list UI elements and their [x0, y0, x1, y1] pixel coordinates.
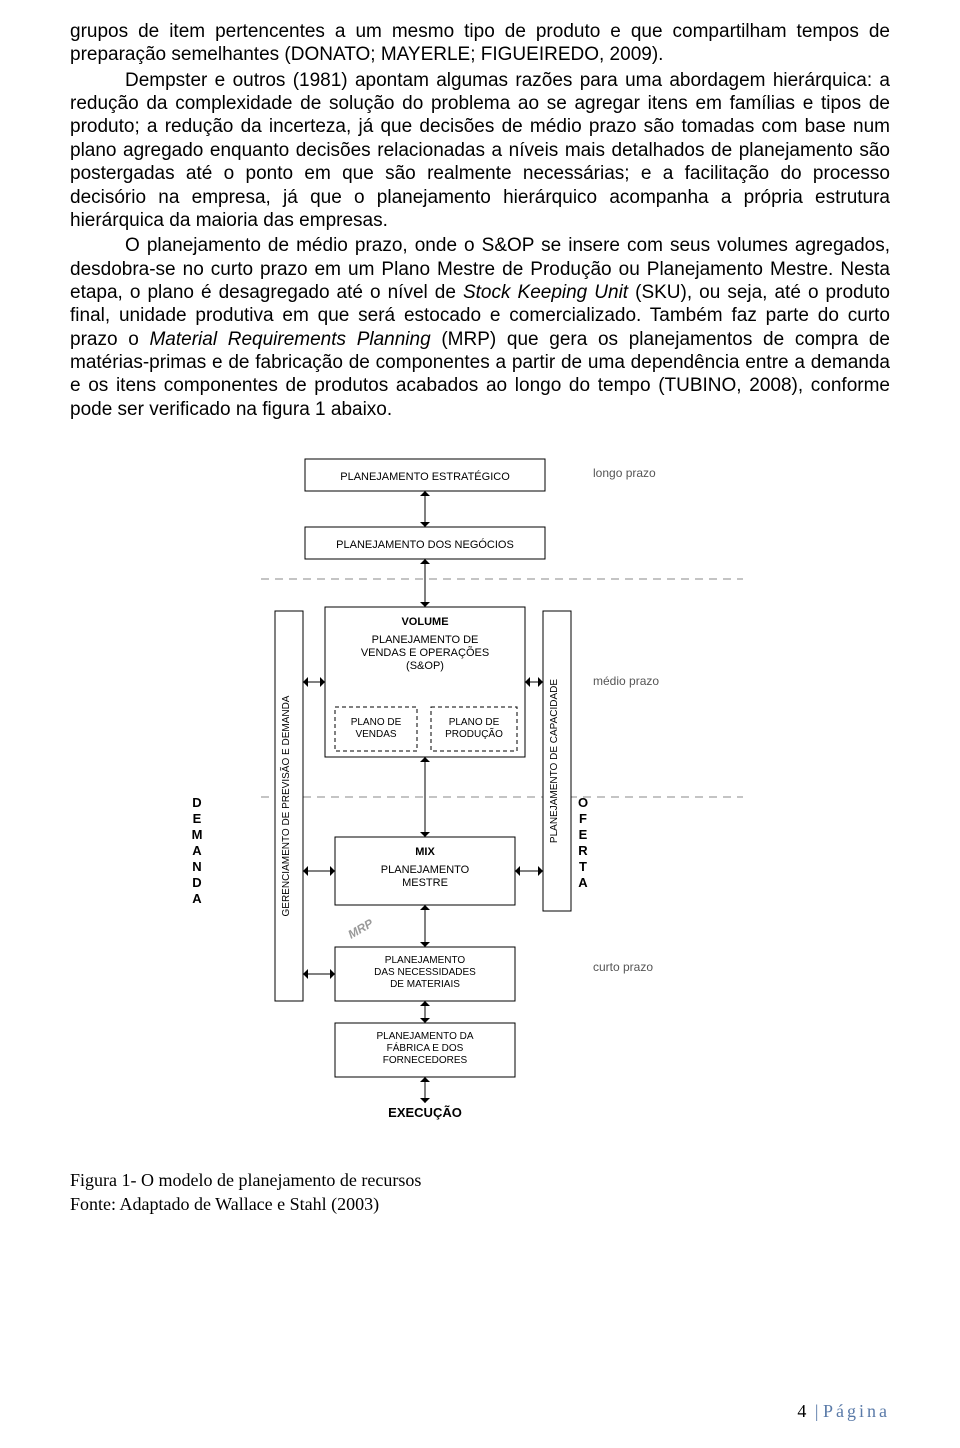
svg-text:MIX: MIX — [415, 846, 435, 858]
svg-text:VENDAS E OPERAÇÕES: VENDAS E OPERAÇÕES — [361, 646, 489, 659]
p3-italic-mrp: Material Requirements Planning — [149, 329, 430, 350]
svg-text:VOLUME: VOLUME — [401, 616, 448, 628]
svg-text:PLANEJAMENTO: PLANEJAMENTO — [385, 955, 466, 966]
figure-caption: Figura 1- O modelo de planejamento de re… — [70, 1169, 890, 1216]
p3-italic-sku: Stock Keeping Unit — [463, 282, 628, 303]
svg-text:VENDAS: VENDAS — [355, 729, 396, 740]
svg-text:PLANEJAMENTO DOS NEGÓCIOS: PLANEJAMENTO DOS NEGÓCIOS — [336, 538, 514, 551]
page-footer: 4 | Página — [797, 1401, 890, 1422]
page-number: 4 — [797, 1401, 806, 1421]
svg-text:E: E — [579, 827, 588, 842]
paragraph-3: O planejamento de médio prazo, onde o S&… — [70, 234, 890, 421]
svg-text:PRODUÇÃO: PRODUÇÃO — [445, 727, 503, 740]
svg-text:(S&OP): (S&OP) — [406, 660, 444, 672]
page-word: Página — [823, 1401, 890, 1421]
svg-text:MESTRE: MESTRE — [402, 877, 448, 889]
svg-text:PLANEJAMENTO: PLANEJAMENTO — [381, 864, 470, 876]
svg-text:N: N — [192, 859, 201, 874]
svg-text:PLANEJAMENTO DE: PLANEJAMENTO DE — [372, 634, 479, 646]
svg-text:médio prazo: médio prazo — [593, 674, 659, 688]
svg-text:PLANEJAMENTO DA: PLANEJAMENTO DA — [376, 1031, 473, 1042]
caption-line1: Figura 1- O modelo de planejamento de re… — [70, 1170, 421, 1190]
paragraph-2: Dempster e outros (1981) apontam algumas… — [70, 69, 890, 233]
svg-text:PLANEJAMENTO ESTRATÉGICO: PLANEJAMENTO ESTRATÉGICO — [340, 470, 510, 483]
svg-text:T: T — [579, 859, 587, 874]
svg-text:PLANEJAMENTO DE CAPACIDADE: PLANEJAMENTO DE CAPACIDADE — [549, 679, 560, 843]
svg-text:A: A — [192, 843, 202, 858]
svg-text:FORNECEDORES: FORNECEDORES — [383, 1055, 468, 1066]
svg-text:MRP: MRP — [346, 916, 377, 942]
svg-text:A: A — [192, 891, 202, 906]
planning-flowchart-svg: PLANEJAMENTO ESTRATÉGICO PLANEJAMENTO DOS… — [165, 449, 745, 1149]
caption-line2: Fonte: Adaptado de Wallace e Stahl (2003… — [70, 1194, 379, 1214]
svg-text:PLANO DE: PLANO DE — [351, 717, 402, 728]
svg-text:DE MATERIAIS: DE MATERIAIS — [390, 979, 460, 990]
figure-1-diagram: PLANEJAMENTO ESTRATÉGICO PLANEJAMENTO DOS… — [70, 449, 890, 1149]
paragraph-1: grupos de item pertencentes a um mesmo t… — [70, 20, 890, 67]
svg-text:R: R — [578, 843, 588, 858]
svg-text:O: O — [578, 795, 588, 810]
svg-text:DAS NECESSIDADES: DAS NECESSIDADES — [374, 967, 476, 978]
svg-text:D: D — [192, 795, 201, 810]
svg-text:curto prazo: curto prazo — [593, 960, 653, 974]
svg-text:GERENCIAMENTO DE PREVISÃO E: GERENCIAMENTO DE PREVISÃO E DEMANDA — [279, 695, 292, 916]
footer-pipe: | — [810, 1401, 823, 1421]
svg-text:EXECUÇÃO: EXECUÇÃO — [388, 1105, 462, 1120]
svg-text:A: A — [578, 875, 588, 890]
svg-text:D: D — [192, 875, 201, 890]
svg-text:M: M — [192, 827, 203, 842]
svg-text:PLANO DE: PLANO DE — [449, 717, 500, 728]
svg-text:E: E — [193, 811, 202, 826]
svg-text:FÁBRICA E DOS: FÁBRICA E DOS — [387, 1041, 464, 1054]
svg-text:longo prazo: longo prazo — [593, 466, 656, 480]
svg-text:F: F — [579, 811, 587, 826]
